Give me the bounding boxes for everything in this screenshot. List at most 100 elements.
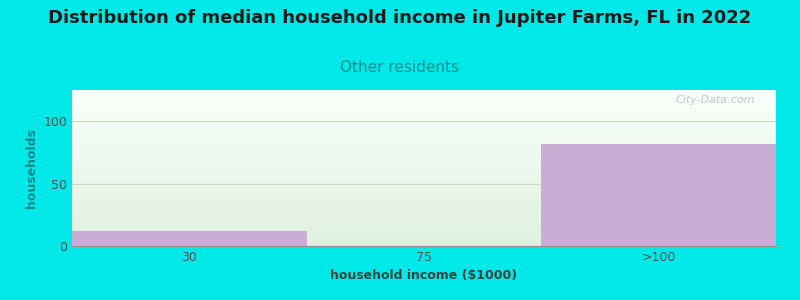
Bar [72, 235, 776, 237]
Bar [72, 142, 776, 143]
Bar [72, 227, 776, 229]
Bar [72, 232, 776, 233]
Y-axis label: households: households [25, 128, 38, 208]
Bar [72, 109, 776, 110]
Bar [72, 155, 776, 157]
Bar [72, 112, 776, 113]
Bar [72, 104, 776, 106]
X-axis label: household income ($1000): household income ($1000) [330, 269, 518, 282]
Bar [72, 168, 776, 170]
Bar [72, 146, 776, 148]
Bar [72, 160, 776, 162]
Bar [72, 138, 776, 140]
Bar [72, 157, 776, 159]
Bar [72, 120, 776, 121]
Bar [72, 206, 776, 207]
Bar [72, 137, 776, 138]
Bar [72, 190, 776, 191]
Bar [72, 177, 776, 179]
Bar [72, 196, 776, 198]
Bar [72, 126, 776, 128]
Bar [72, 93, 776, 95]
Bar [72, 143, 776, 145]
Bar [72, 199, 776, 201]
Bar [72, 123, 776, 124]
Text: Other residents: Other residents [341, 60, 459, 75]
Bar [72, 151, 776, 152]
Bar [72, 163, 776, 165]
Bar [72, 224, 776, 226]
Bar [72, 213, 776, 215]
Bar [72, 165, 776, 166]
Bar [72, 110, 776, 112]
Bar [72, 116, 776, 118]
Bar [72, 215, 776, 216]
Bar [72, 124, 776, 126]
Bar [72, 162, 776, 163]
Bar [72, 98, 776, 99]
Bar [72, 129, 776, 130]
Bar [72, 244, 776, 246]
Bar [72, 101, 776, 103]
Bar [72, 167, 776, 168]
Bar [72, 134, 776, 135]
Bar [72, 210, 776, 212]
Bar [72, 149, 776, 151]
Bar [72, 212, 776, 213]
Bar [72, 179, 776, 181]
Bar [72, 231, 306, 246]
Bar [72, 184, 776, 185]
Bar [72, 169, 776, 171]
Bar [72, 171, 776, 173]
Bar [72, 237, 776, 238]
Bar [72, 174, 776, 176]
Bar [72, 230, 776, 232]
Bar [72, 107, 776, 109]
Bar [72, 238, 776, 240]
Bar [72, 202, 776, 204]
Bar [72, 218, 776, 220]
Bar [72, 132, 776, 134]
Bar [72, 95, 776, 96]
Bar [72, 154, 776, 155]
Bar [72, 152, 776, 154]
Bar [72, 103, 776, 104]
Bar [72, 181, 776, 182]
Bar [72, 176, 776, 177]
Bar [72, 130, 776, 132]
Bar [72, 193, 776, 194]
Bar [72, 121, 776, 123]
Bar [72, 113, 776, 115]
Bar [72, 220, 776, 221]
Bar [72, 128, 776, 129]
Bar [72, 191, 776, 193]
Bar [72, 226, 776, 227]
Bar [72, 96, 776, 98]
Bar [72, 145, 776, 146]
Bar [72, 229, 776, 230]
Bar [72, 99, 776, 101]
Bar [72, 173, 776, 174]
Bar [72, 201, 776, 202]
Bar [72, 185, 776, 187]
Bar [72, 90, 776, 92]
Text: Distribution of median household income in Jupiter Farms, FL in 2022: Distribution of median household income … [48, 9, 752, 27]
Bar [72, 241, 776, 243]
Bar [72, 216, 776, 218]
Bar [72, 159, 776, 160]
Bar [72, 92, 776, 93]
Bar [72, 194, 776, 196]
Bar [72, 198, 776, 199]
Text: City-Data.com: City-Data.com [675, 95, 755, 105]
Bar [72, 207, 776, 208]
Bar [72, 140, 776, 142]
Bar [72, 223, 776, 224]
Bar [72, 118, 776, 120]
Bar [72, 243, 776, 244]
Bar [72, 240, 776, 241]
Bar [72, 188, 776, 190]
Bar [72, 221, 776, 223]
Bar [72, 204, 776, 206]
Bar [72, 182, 776, 184]
Bar [72, 187, 776, 188]
